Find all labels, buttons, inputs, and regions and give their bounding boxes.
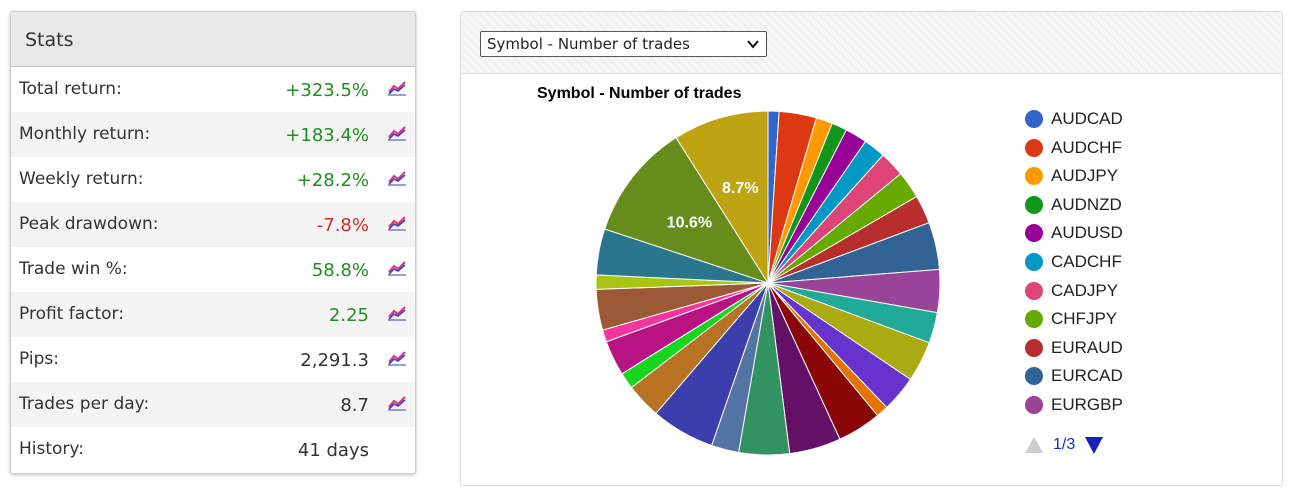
line-chart-icon[interactable]	[387, 79, 407, 97]
legend-swatch	[1025, 138, 1043, 157]
chart-type-select-value: Symbol - Number of trades	[487, 35, 690, 53]
legend-label: AUDJPY	[1051, 166, 1119, 186]
stats-row-value: +28.2%	[296, 170, 369, 191]
stats-row: Profit factor: 2.25	[11, 292, 415, 337]
stats-row-label: History:	[19, 439, 84, 459]
stats-row: History: 41 days	[11, 427, 415, 472]
legend-label: EURGBP	[1051, 395, 1123, 414]
legend-item-audnzd[interactable]: AUDNZD	[1025, 193, 1225, 217]
chart-type-select[interactable]: Symbol - Number of trades	[480, 31, 767, 57]
stats-row-label: Monthly return:	[19, 124, 151, 144]
stats-row: Weekly return: +28.2%	[11, 157, 415, 202]
line-chart-icon[interactable]	[387, 349, 407, 367]
legend-item-chfjpy[interactable]: CHFJPY	[1025, 307, 1225, 331]
legend-item-cadjpy[interactable]: CADJPY	[1025, 279, 1225, 303]
legend-label: CADCHF	[1051, 252, 1122, 271]
legend-item-eurgbp[interactable]: EURGBP	[1025, 393, 1225, 417]
chart-title: Symbol - Number of trades	[537, 85, 742, 102]
legend-label: CHFJPY	[1051, 309, 1118, 329]
line-chart-icon[interactable]	[387, 259, 407, 277]
stats-header: Stats	[11, 12, 415, 67]
legend-label: AUDCAD	[1051, 109, 1123, 128]
legend-item-eurcad[interactable]: EURCAD	[1025, 364, 1225, 388]
stats-row-value: +183.4%	[285, 125, 369, 146]
stats-row-value: -7.8%	[316, 215, 369, 236]
legend-item-cadchf[interactable]: CADCHF	[1025, 250, 1225, 274]
stats-title: Stats	[25, 29, 74, 51]
legend-swatch	[1025, 396, 1043, 414]
stats-row-label: Weekly return:	[19, 169, 144, 189]
legend-swatch	[1025, 224, 1043, 243]
line-chart-icon[interactable]	[387, 304, 407, 322]
chart-panel-header: Symbol - Number of trades	[461, 12, 1282, 74]
legend-label: AUDNZD	[1051, 194, 1122, 214]
line-chart-icon[interactable]	[387, 214, 407, 232]
legend-label: EURAUD	[1051, 337, 1123, 357]
pager-next-icon[interactable]	[1085, 437, 1103, 454]
line-chart-icon[interactable]	[387, 169, 407, 187]
stats-row-value: +323.5%	[285, 80, 369, 101]
stats-row-value: 41 days	[297, 440, 369, 461]
legend-swatch	[1025, 167, 1043, 186]
legend-swatch	[1025, 281, 1043, 300]
legend-item-audusd[interactable]: AUDUSD	[1025, 221, 1225, 245]
stats-row-label: Peak drawdown:	[19, 214, 159, 234]
chevron-down-icon	[747, 40, 759, 49]
line-chart-icon[interactable]	[387, 394, 407, 412]
stats-row-label: Trades per day:	[19, 394, 150, 414]
pie-slice[interactable]	[675, 110, 769, 285]
stats-row-value: 2,291.3	[300, 350, 369, 371]
stats-row-value: 58.8%	[311, 260, 369, 281]
pager-prev-icon[interactable]	[1025, 437, 1043, 453]
stats-row: Pips: 2,291.3	[11, 337, 415, 382]
legend-label: AUDUSD	[1051, 223, 1123, 243]
legend-label: EURCAD	[1051, 366, 1123, 386]
stats-row-label: Profit factor:	[19, 304, 124, 324]
stats-row-value: 2.25	[328, 305, 369, 326]
pager-text: 1/3	[1053, 436, 1076, 453]
stats-row-label: Total return:	[19, 79, 122, 99]
pie-slice-label: 10.6%	[667, 215, 712, 232]
stats-row: Monthly return: +183.4%	[11, 112, 415, 157]
legend-label: CADJPY	[1051, 280, 1119, 300]
stats-row: Total return: +323.5%	[11, 67, 415, 112]
legend-item-audchf[interactable]: AUDCHF	[1025, 136, 1225, 160]
legend-item-euraud[interactable]: EURAUD	[1025, 336, 1225, 360]
stats-row-label: Pips:	[19, 349, 59, 369]
legend-swatch	[1025, 367, 1043, 386]
pie-chart: 10.6% 8.7%	[595, 110, 941, 456]
legend-item-audcad[interactable]: AUDCAD	[1025, 107, 1225, 131]
stats-panel: Stats Total return: +323.5% Monthly return…	[10, 11, 416, 474]
pie-slice-label: 8.7%	[722, 180, 758, 197]
legend-swatch	[1025, 338, 1043, 357]
stats-row: Trades per day: 8.7	[11, 382, 415, 427]
legend-item-audjpy[interactable]: AUDJPY	[1025, 164, 1225, 188]
stats-row-value: 8.7	[340, 395, 369, 416]
stats-row: Peak drawdown: -7.8%	[11, 202, 415, 247]
legend-swatch	[1025, 110, 1043, 128]
legend-pager: 1/3	[1025, 434, 1145, 456]
line-chart-icon[interactable]	[387, 124, 407, 142]
legend-swatch	[1025, 253, 1043, 271]
legend-label: AUDCHF	[1051, 137, 1122, 157]
stats-row-label: Trade win %:	[19, 259, 128, 279]
pie-slice[interactable]	[604, 136, 770, 284]
legend-swatch	[1025, 310, 1043, 329]
stats-row: Trade win %: 58.8%	[11, 247, 415, 292]
legend-swatch	[1025, 195, 1043, 214]
chart-panel: Symbol - Number of trades Symbol - Numbe…	[460, 11, 1283, 486]
